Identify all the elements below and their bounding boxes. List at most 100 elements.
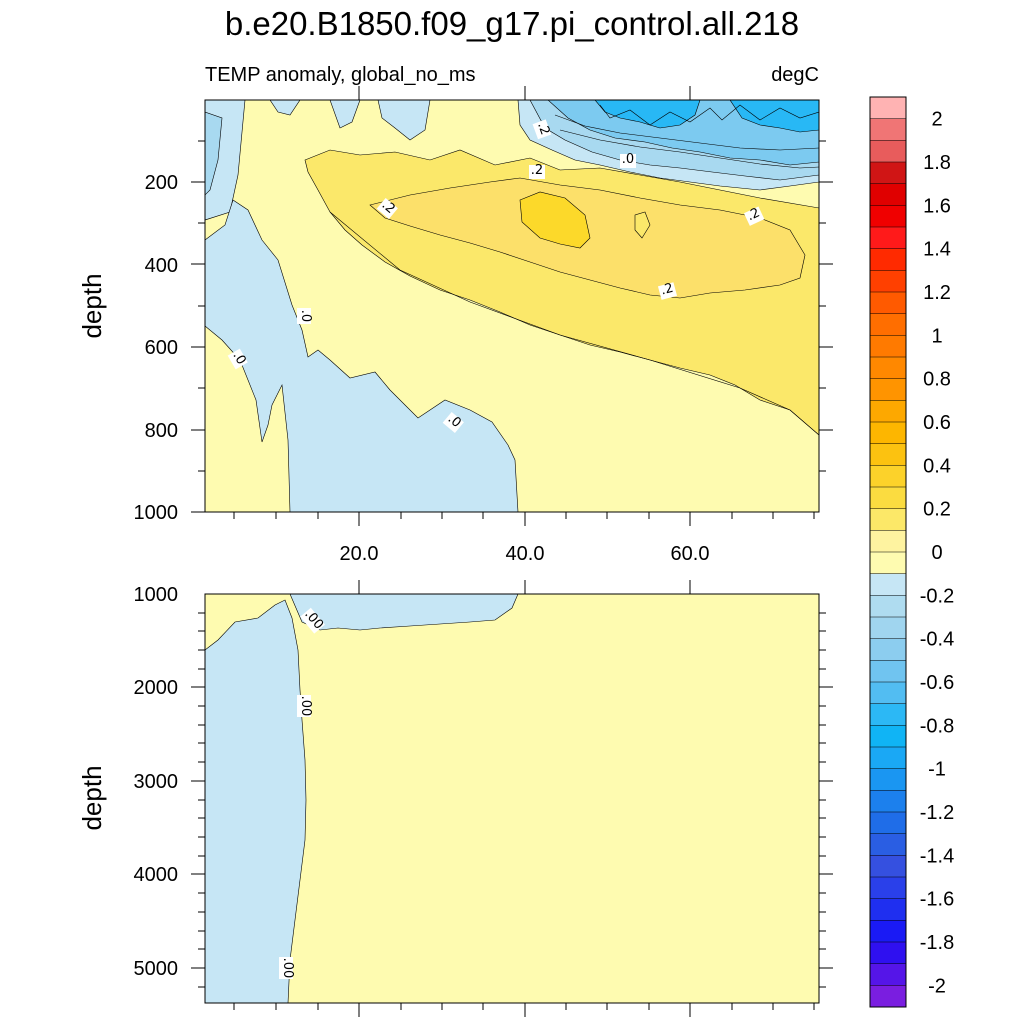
colorbar-swatch (870, 378, 906, 401)
colorbar-swatch (870, 573, 906, 596)
colorbar-swatch (870, 552, 906, 575)
colorbar-swatch (870, 465, 906, 488)
colorbar-swatch (870, 508, 906, 531)
colorbar-swatch (870, 942, 906, 965)
colorbar-label: 0.8 (923, 369, 951, 391)
upper-region-neg-left-inner (205, 111, 223, 196)
upper-region-0.4-0.6 (519, 191, 591, 249)
upper-x-axis: 20.0 40.0 60.0 (233, 86, 815, 565)
y-tick-label: 800 (145, 420, 178, 442)
colorbar-swatch (870, 790, 906, 813)
colorbar-label: 1.8 (923, 152, 951, 174)
y-tick-label: 1000 (134, 584, 179, 606)
contour-label: .2 (534, 120, 552, 137)
y-tick-label: 1000 (134, 502, 179, 524)
colorbar-label: 0.4 (923, 455, 951, 477)
contour-label: .0 (622, 152, 634, 167)
colorbar-label: -1.2 (920, 802, 954, 824)
upper-contour-line-3 (599, 104, 819, 126)
colorbar-swatch (870, 248, 906, 271)
y-tick-label: 4000 (134, 864, 179, 886)
colorbar-swatch (870, 227, 906, 250)
colorbar-swatch (870, 357, 906, 380)
colorbar-swatch (870, 812, 906, 835)
y-tick-label: 3000 (134, 771, 179, 793)
colorbar-label: 0.2 (923, 499, 951, 521)
colorbar-label: 0.6 (923, 412, 951, 434)
colorbar-swatch (870, 400, 906, 423)
colorbar-swatch (870, 985, 906, 1008)
colorbar-label: 1 (931, 325, 942, 347)
colorbar (869, 96, 907, 1008)
lower-region-neg-left (205, 599, 307, 1003)
colorbar-label: -0.2 (920, 585, 954, 607)
colorbar-swatch (870, 118, 906, 141)
lower-panel: .00 .00 .00 1000 2000 3000 4000 5000 (77, 580, 833, 1017)
left-subtitle: TEMP anomaly, global_no_ms (205, 64, 476, 86)
colorbar-label: 1.4 (923, 239, 951, 261)
colorbar-swatch (870, 833, 906, 856)
colorbar-labels: 2 1.8 1.6 1.4 1.2 1 0.8 0.6 0.4 0.2 0 -0.2 -0.4 -0.6 -… (920, 109, 954, 998)
colorbar-swatch (870, 898, 906, 921)
y-tick-label: 5000 (134, 958, 179, 980)
colorbar-swatch (870, 530, 906, 553)
colorbar-swatch (870, 617, 906, 640)
upper-region-neg-central (205, 199, 519, 512)
colorbar-label: 1.2 (923, 282, 951, 304)
contour-label: .2 (745, 205, 763, 224)
colorbar-label: -1.4 (920, 845, 954, 867)
colorbar-swatch (870, 313, 906, 336)
colorbar-label: 2 (931, 109, 942, 131)
colorbar-label: -1 (928, 759, 946, 781)
lower-y-axis-label: depth (77, 765, 107, 830)
colorbar-swatch (870, 487, 906, 510)
colorbar-label: -1.8 (920, 932, 954, 954)
colorbar-swatch (870, 443, 906, 466)
colorbar-swatch (870, 335, 906, 358)
lower-y-axis: 1000 2000 3000 4000 5000 (134, 584, 833, 988)
colorbar-swatch (870, 855, 906, 878)
colorbar-swatch (870, 638, 906, 661)
colorbar-swatch (870, 422, 906, 445)
upper-region-0.2-islet (634, 211, 651, 239)
colorbar-swatch (870, 270, 906, 293)
colorbar-swatch (870, 183, 906, 206)
colorbar-swatch (870, 205, 906, 228)
y-tick-label: 200 (145, 172, 178, 194)
lower-region-0-0.2 (205, 594, 819, 1003)
lower-region-neg-top (289, 594, 519, 631)
y-tick-label: 600 (145, 337, 178, 359)
y-tick-label: 2000 (134, 677, 179, 699)
colorbar-swatch (870, 768, 906, 791)
upper-contour-line-2 (559, 129, 819, 169)
contour-label: .2 (659, 281, 675, 299)
colorbar-swatch (870, 877, 906, 900)
contour-label: .2 (531, 163, 543, 178)
colorbar-label: -0.4 (920, 629, 954, 651)
colorbar-swatch (870, 747, 906, 770)
colorbar-frame (869, 96, 907, 1008)
units-label: degC (771, 64, 819, 86)
colorbar-swatch (870, 162, 906, 185)
colorbar-swatch (870, 140, 906, 163)
contour-label: .0 (298, 310, 313, 322)
colorbar-label: 1.6 (923, 195, 951, 217)
colorbar-label: -0.6 (920, 672, 954, 694)
colorbar-label: -1.6 (920, 889, 954, 911)
upper-region-neg-0.6a (594, 100, 701, 129)
upper-region-neg-blob2 (377, 100, 431, 141)
upper-contour-labels: .2 .0 .2 .2 .2 .2 .0 .0 .0 (227, 119, 765, 433)
x-tick-label: 20.0 (340, 543, 379, 565)
upper-y-axis: 200 400 600 800 1000 (134, 140, 833, 524)
colorbar-swatch (870, 920, 906, 943)
colorbar-swatch (870, 595, 906, 618)
colorbar-swatch (870, 660, 906, 683)
colorbar-swatch (870, 292, 906, 315)
colorbar-swatch (870, 682, 906, 705)
contour-label: .00 (298, 696, 313, 717)
colorbar-swatch (870, 97, 906, 120)
lower-x-ticks (233, 580, 815, 1017)
colorbar-swatch (870, 725, 906, 748)
upper-region-neg-0.6b (729, 100, 819, 133)
